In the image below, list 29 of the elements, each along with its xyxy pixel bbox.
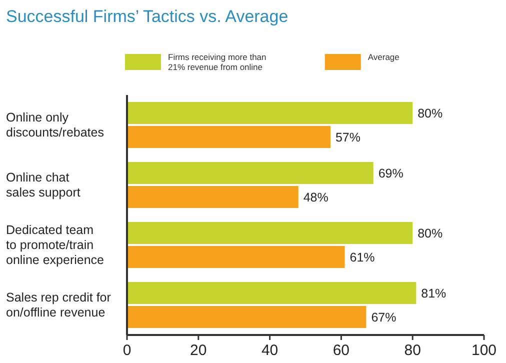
bar <box>127 102 413 124</box>
data-label: 69% <box>378 166 404 180</box>
y-tick-label: Online chat sales support <box>6 170 81 200</box>
data-label: 80% <box>418 106 443 120</box>
bar <box>127 246 345 268</box>
data-label: 67% <box>371 310 396 324</box>
y-tick-label: Online only discounts/rebates <box>6 110 104 140</box>
bar <box>127 306 366 328</box>
x-tick-label: 80 <box>404 342 421 359</box>
bar <box>127 162 374 184</box>
data-label: 81% <box>421 286 446 300</box>
bar <box>127 222 413 244</box>
chart-title: Successful Firms’ Tactics vs. Average <box>6 7 288 26</box>
data-label: 48% <box>303 190 328 204</box>
y-tick-label: Sales rep credit for on/offline revenue <box>6 290 111 320</box>
data-label: 61% <box>350 250 375 264</box>
legend-label: Firms receiving more than 21% revenue from online <box>168 52 267 72</box>
x-tick-label: 0 <box>122 342 132 359</box>
data-label: 80% <box>418 226 443 240</box>
y-tick-label: Dedicated team to promote/train online experience <box>6 223 104 267</box>
bar <box>127 186 298 208</box>
x-tick-label: 40 <box>261 342 278 359</box>
legend-label: Average <box>368 52 400 62</box>
x-tick-label: 60 <box>332 342 350 359</box>
bar <box>127 282 416 304</box>
x-tick-label: 20 <box>190 342 207 359</box>
data-label: 57% <box>335 130 361 144</box>
bar <box>127 126 330 148</box>
x-tick-label: 100 <box>471 342 497 359</box>
